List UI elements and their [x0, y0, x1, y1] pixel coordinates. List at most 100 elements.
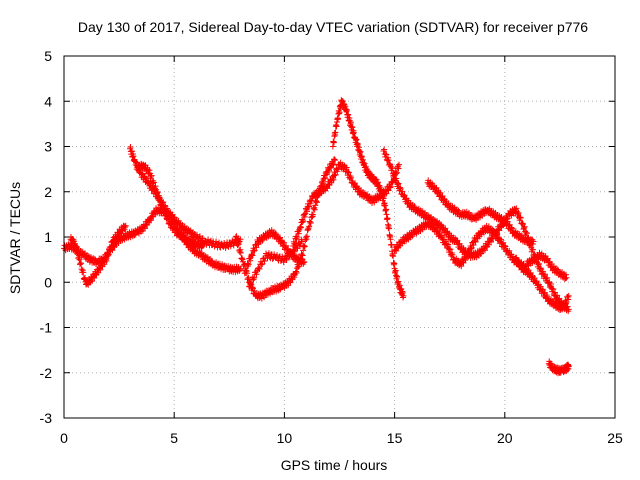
data-point-marker: [455, 207, 462, 214]
data-point-marker: [554, 292, 561, 299]
data-point-marker: [387, 183, 394, 190]
data-point-marker: [529, 237, 536, 244]
data-point-marker: [80, 275, 87, 282]
data-point-marker: [542, 271, 549, 278]
y-tick-label: -2: [40, 365, 53, 381]
data-point-marker: [501, 242, 508, 249]
data-points: [61, 97, 572, 377]
y-tick-label: 2: [44, 184, 52, 200]
data-point-marker: [164, 216, 171, 223]
data-point-marker: [432, 224, 439, 231]
data-point-marker: [259, 237, 266, 244]
data-point-marker: [399, 188, 406, 195]
data-point-marker: [287, 279, 294, 286]
data-point-marker: [472, 238, 479, 245]
data-point-marker: [300, 259, 307, 266]
data-point-marker: [508, 225, 515, 232]
data-point-marker: [293, 269, 300, 276]
data-point-marker: [80, 269, 87, 276]
data-point-marker: [152, 183, 159, 190]
data-point-marker: [295, 230, 302, 237]
data-point-marker: [387, 236, 394, 243]
data-point-marker: [358, 154, 365, 161]
data-point-marker: [199, 243, 206, 250]
data-point-marker: [208, 257, 215, 264]
data-point-marker: [449, 251, 456, 258]
x-tick-label: 0: [60, 430, 68, 446]
data-point-marker: [529, 246, 536, 253]
data-point-marker: [300, 247, 307, 254]
data-point-marker: [301, 213, 308, 220]
data-point-marker: [245, 274, 252, 281]
data-point-marker: [562, 300, 569, 307]
data-point-marker: [391, 172, 398, 179]
data-point-marker: [409, 233, 416, 240]
data-point-marker: [297, 223, 304, 230]
data-point-marker: [351, 180, 358, 187]
y-tick-label: 5: [44, 48, 52, 64]
data-point-marker: [564, 293, 571, 300]
data-point-marker: [497, 236, 504, 243]
data-point-marker: [513, 205, 520, 212]
data-point-marker: [544, 274, 551, 281]
data-point-marker: [306, 203, 313, 210]
data-point-marker: [401, 192, 408, 199]
data-point-marker: [133, 159, 140, 166]
data-point-marker: [237, 249, 244, 256]
data-point-marker: [97, 266, 104, 273]
data-point-marker: [391, 260, 398, 267]
data-point-marker: [563, 274, 570, 281]
data-point-marker: [249, 274, 256, 281]
data-point-marker: [313, 199, 320, 206]
data-point-marker: [238, 255, 245, 262]
chart-title: Day 130 of 2017, Sidereal Day-to-day VTE…: [78, 19, 588, 35]
data-point-marker: [150, 179, 157, 186]
data-point-marker: [158, 199, 165, 206]
data-point-marker: [388, 241, 395, 248]
data-point-marker: [565, 362, 572, 369]
data-point-marker: [481, 247, 488, 254]
data-point-marker: [508, 224, 515, 231]
y-tick-label: -1: [40, 320, 53, 336]
data-point-marker: [550, 285, 557, 292]
data-point-marker: [103, 257, 110, 264]
data-point-marker: [544, 293, 551, 300]
data-point-marker: [437, 189, 444, 196]
data-point-marker: [517, 262, 524, 269]
data-point-marker: [488, 238, 495, 245]
data-point-marker: [91, 275, 98, 282]
data-point-marker: [248, 251, 255, 258]
y-tick-label: 4: [44, 93, 52, 109]
data-point-marker: [249, 252, 256, 259]
data-point-marker: [294, 234, 301, 241]
axis-ticks: 0 5 10 15 20 25 -3 -2 -1 0 1 2 3 4 5: [40, 48, 623, 446]
x-tick-label: 15: [387, 430, 403, 446]
data-point-marker: [165, 215, 172, 222]
data-point-marker: [330, 176, 337, 183]
data-point-marker: [395, 165, 402, 172]
data-point-marker: [332, 157, 339, 164]
data-point-marker: [148, 217, 155, 224]
data-point-marker: [283, 256, 290, 263]
data-point-marker: [156, 195, 163, 202]
data-point-marker: [235, 241, 242, 248]
y-tick-label: 3: [44, 139, 52, 155]
data-point-marker: [73, 243, 80, 250]
data-point-marker: [198, 243, 205, 250]
data-point-marker: [149, 180, 156, 187]
data-point-marker: [199, 240, 206, 247]
data-point-marker: [447, 246, 454, 253]
data-point-marker: [299, 218, 306, 225]
data-point-marker: [465, 249, 472, 256]
data-point-marker: [253, 271, 260, 278]
data-point-marker: [411, 203, 418, 210]
data-point-marker: [322, 175, 329, 182]
data-point-marker: [560, 303, 567, 310]
data-point-marker: [105, 251, 112, 258]
data-point-marker: [535, 260, 542, 267]
plot-grid: [64, 56, 615, 418]
data-point-marker: [348, 174, 355, 181]
data-point-marker: [232, 234, 239, 240]
data-point-marker: [517, 214, 524, 221]
x-tick-label: 10: [277, 430, 293, 446]
